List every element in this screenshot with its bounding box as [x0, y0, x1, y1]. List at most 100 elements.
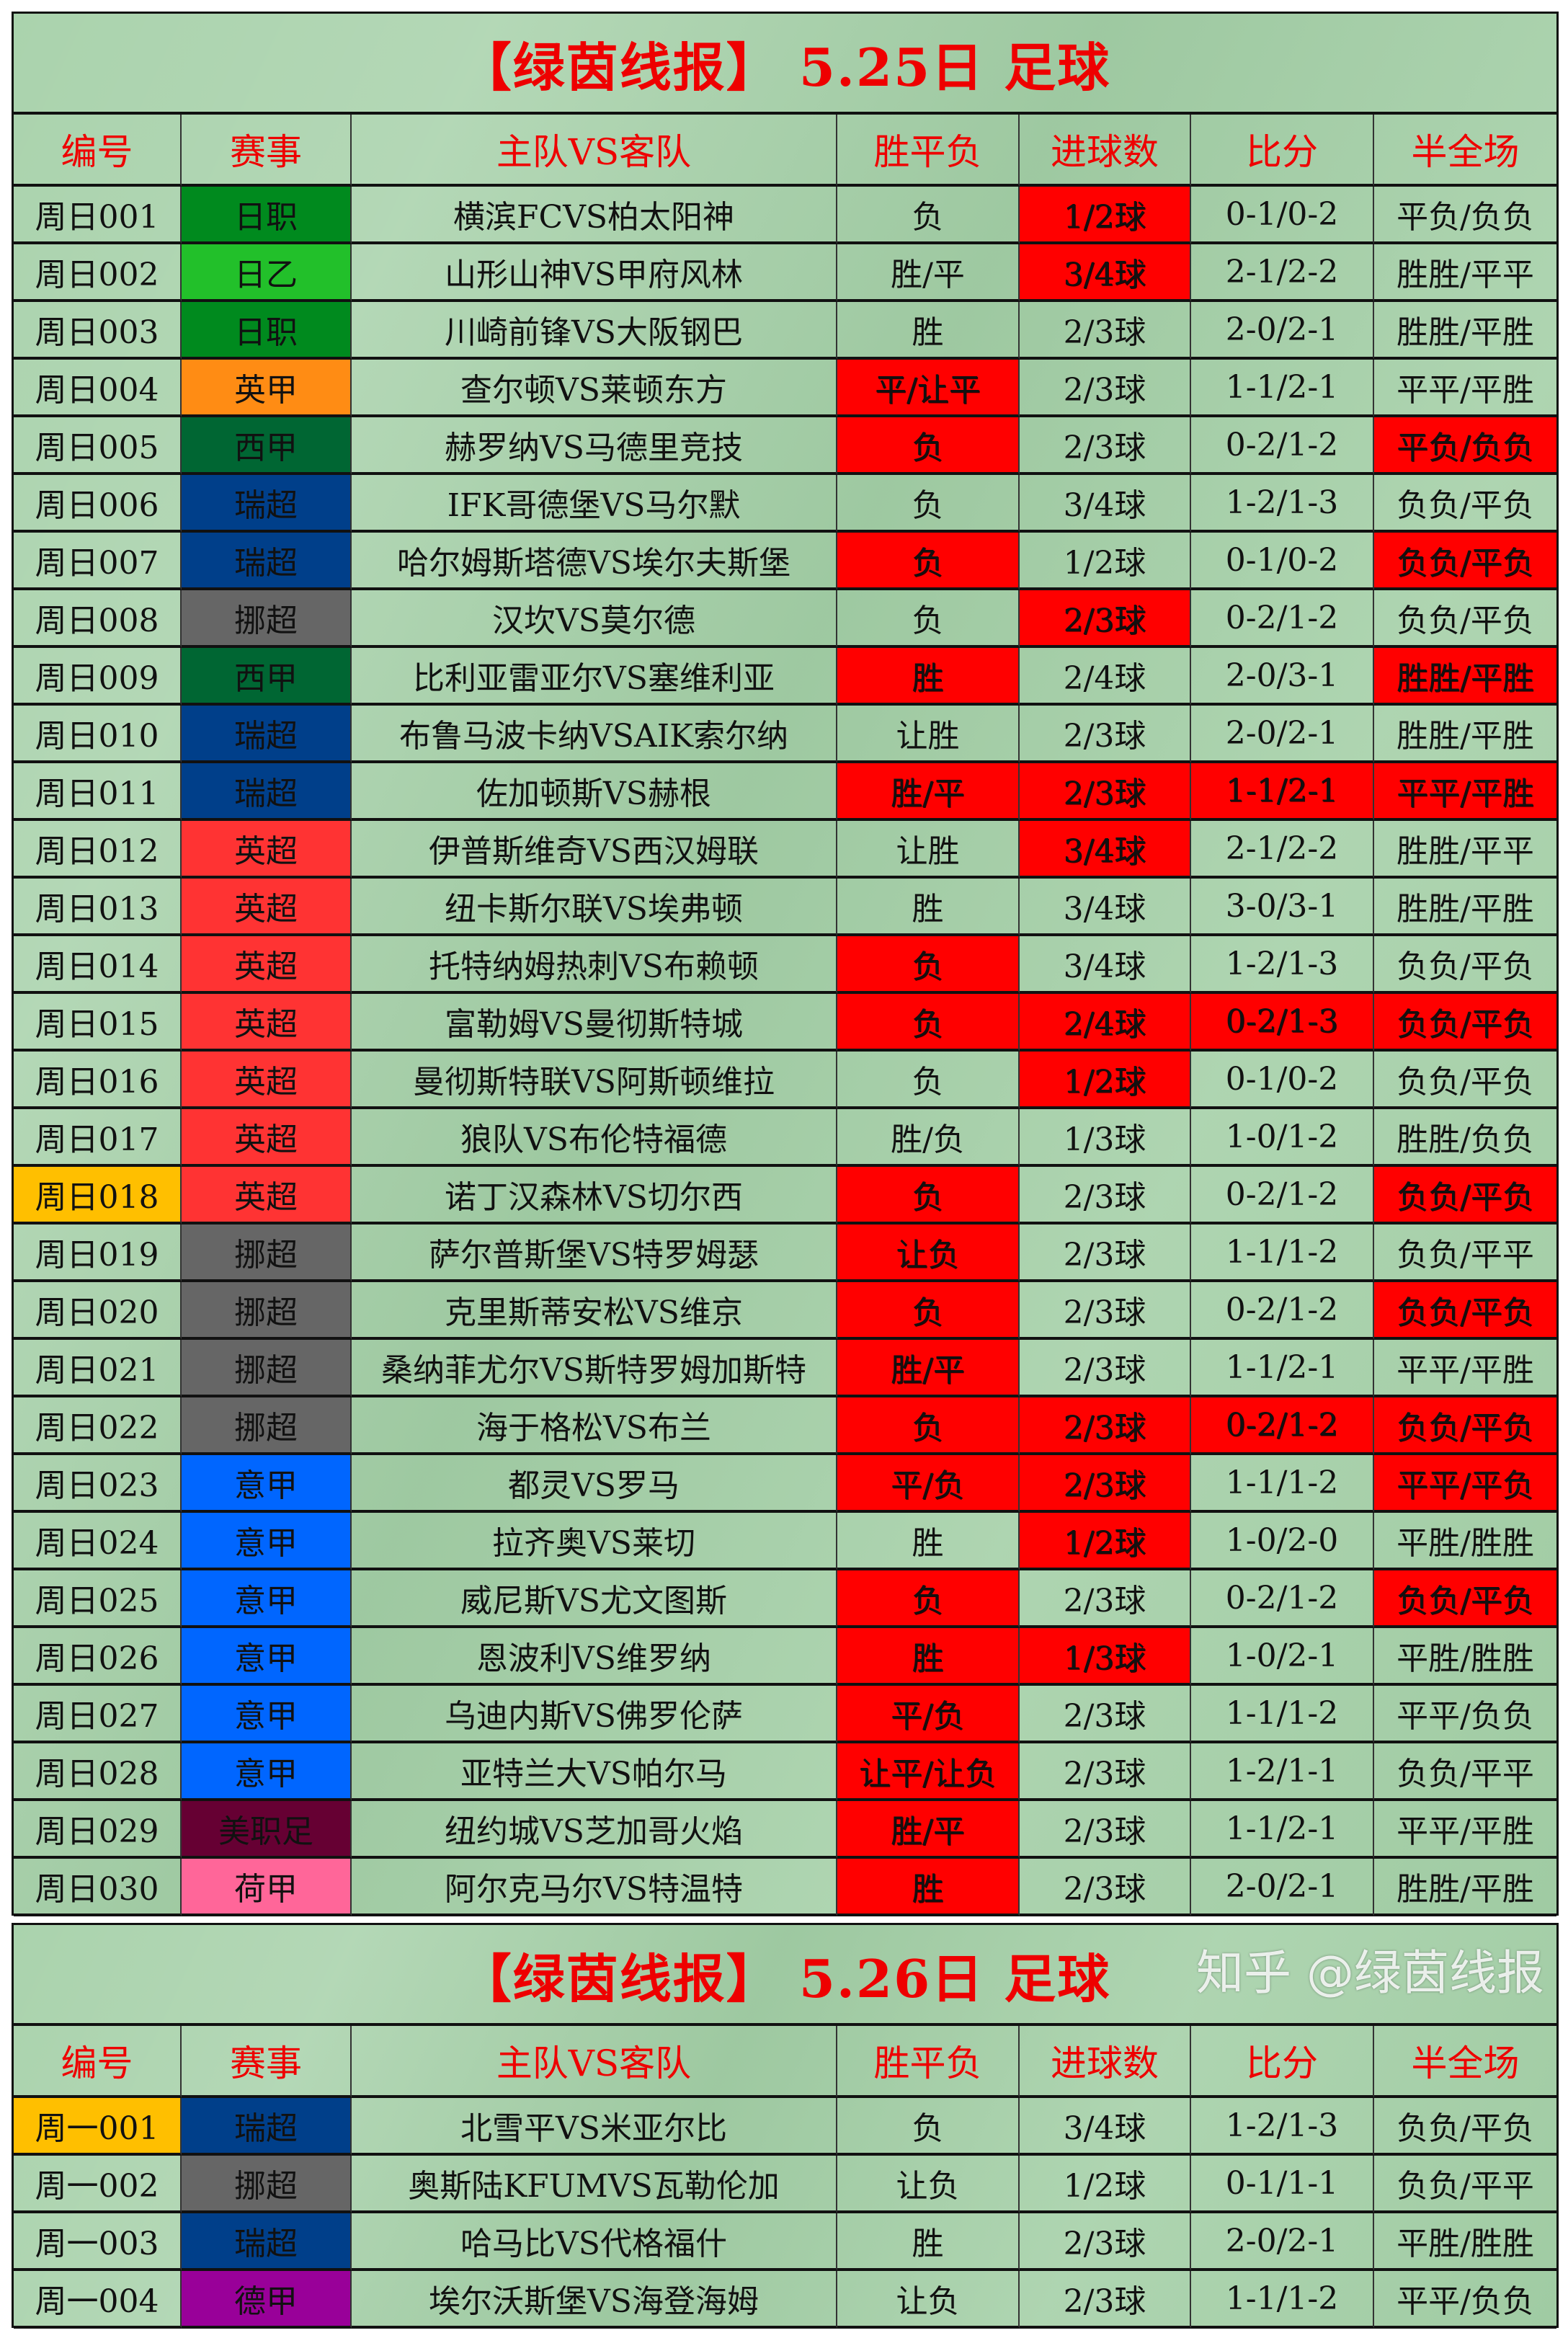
cell-goals: 2/3球: [1020, 1224, 1191, 1282]
header-league: 赛事: [182, 115, 352, 187]
table-body: 周日001 日职 横滨FCVS柏太阳神负 1/2球 0-1/0-2 平负/负负 周日002 日…: [14, 187, 1556, 1916]
cell-teams: 赫罗纳VS马德里竞技: [352, 417, 837, 475]
cell-goals: 3/4球: [1020, 244, 1191, 302]
cell-goals: 1/2球: [1020, 187, 1191, 244]
cell-goals: 1/3球: [1020, 1628, 1191, 1686]
table-body: 周一001 瑞超 北雪平VS米亚尔比负 3/4球 1-2/1-3 负负/平负 周一002 挪超…: [14, 2098, 1556, 2329]
cell-teams: 都灵VS罗马: [352, 1455, 837, 1513]
cell-goals: 2/3球: [1020, 1686, 1191, 1743]
cell-goals: 2/3球: [1020, 1801, 1191, 1859]
cell-result: 让负: [837, 2156, 1020, 2213]
cell-teams: 布鲁马波卡纳VSAIK索尔纳: [352, 706, 837, 763]
cell-half-full: 负负/平平: [1374, 2156, 1556, 2213]
cell-league: 日乙: [182, 244, 352, 302]
table-row: 周日001 日职 横滨FCVS柏太阳神负 1/2球 0-1/0-2 平负/负负: [14, 187, 1556, 244]
cell-half-full: 平平/平胜: [1374, 1801, 1556, 1859]
cell-result: 负: [837, 2098, 1020, 2156]
cell-match-id: 周日023: [14, 1455, 182, 1513]
cell-league: 挪超: [182, 1340, 352, 1397]
cell-score: 0-2/1-2: [1191, 1570, 1374, 1628]
cell-result: 胜/平: [837, 1340, 1020, 1397]
cell-result: 胜: [837, 302, 1020, 360]
header-goals: 进球数: [1020, 115, 1191, 187]
cell-result: 负: [837, 1570, 1020, 1628]
cell-score: 1-1/1-2: [1191, 2271, 1374, 2329]
cell-result: 平/负: [837, 1686, 1020, 1743]
cell-goals: 2/3球: [1020, 1282, 1191, 1340]
header-league: 赛事: [182, 2026, 352, 2098]
cell-match-id: 周日009: [14, 648, 182, 706]
cell-goals: 2/3球: [1020, 590, 1191, 648]
cell-league: 荷甲: [182, 1859, 352, 1916]
cell-result: 平/负: [837, 1455, 1020, 1513]
cell-score: 2-1/2-2: [1191, 821, 1374, 879]
header-half-full: 半全场: [1374, 2026, 1556, 2098]
header-result: 胜平负: [837, 2026, 1020, 2098]
cell-league: 西甲: [182, 648, 352, 706]
cell-match-id: 周日012: [14, 821, 182, 879]
cell-result: 让负: [837, 1224, 1020, 1282]
cell-teams: 萨尔普斯堡VS特罗姆瑟: [352, 1224, 837, 1282]
cell-half-full: 胜胜/负负: [1374, 1109, 1556, 1167]
cell-half-full: 平胜/胜胜: [1374, 2213, 1556, 2271]
header-half-full: 半全场: [1374, 115, 1556, 187]
cell-result: 胜: [837, 2213, 1020, 2271]
cell-match-id: 周日011: [14, 763, 182, 821]
header-match-id: 编号: [14, 2026, 182, 2098]
header-teams: 主队VS客队: [352, 2026, 837, 2098]
cell-goals: 1/3球: [1020, 1109, 1191, 1167]
table-header: 编号 赛事 主队VS客队 胜平负 进球数 比分 半全场: [14, 115, 1556, 187]
cell-half-full: 负负/平负: [1374, 475, 1556, 533]
table-row: 周一002 挪超 奥斯陆KFUMVS瓦勒伦加 让负 1/2球 0-1/1-1 负负/平平: [14, 2156, 1556, 2213]
cell-half-full: 胜胜/平平: [1374, 244, 1556, 302]
cell-half-full: 平平/平胜: [1374, 1340, 1556, 1397]
cell-teams: 阿尔克马尔VS特温特: [352, 1859, 837, 1916]
cell-match-id: 周日010: [14, 706, 182, 763]
header-score: 比分: [1191, 2026, 1374, 2098]
cell-half-full: 平胜/胜胜: [1374, 1513, 1556, 1570]
cell-result: 负: [837, 533, 1020, 590]
cell-score: 1-2/1-3: [1191, 2098, 1374, 2156]
cell-league: 英超: [182, 1167, 352, 1224]
cell-half-full: 平平/平胜: [1374, 360, 1556, 417]
cell-match-id: 周日004: [14, 360, 182, 417]
cell-half-full: 平负/负负: [1374, 417, 1556, 475]
cell-league: 德甲: [182, 2271, 352, 2329]
cell-teams: 纽卡斯尔联VS埃弗顿: [352, 879, 837, 936]
table-row: 周日015 英超 富勒姆VS曼彻斯特城负 2/4球 0-2/1-3 负负/平负: [14, 994, 1556, 1052]
cell-score: 0-2/1-2: [1191, 1397, 1374, 1455]
cell-score: 3-0/3-1: [1191, 879, 1374, 936]
cell-match-id: 周日028: [14, 1743, 182, 1801]
cell-result: 负: [837, 1282, 1020, 1340]
cell-score: 1-0/1-2: [1191, 1109, 1374, 1167]
cell-league: 英超: [182, 936, 352, 994]
cell-result: 负: [837, 1167, 1020, 1224]
cell-score: 2-0/2-1: [1191, 2213, 1374, 2271]
cell-score: 2-1/2-2: [1191, 244, 1374, 302]
cell-score: 1-1/1-2: [1191, 1455, 1374, 1513]
cell-goals: 2/4球: [1020, 994, 1191, 1052]
cell-goals: 1/2球: [1020, 1052, 1191, 1109]
header-result: 胜平负: [837, 115, 1020, 187]
cell-score: 1-2/1-3: [1191, 936, 1374, 994]
cell-half-full: 负负/平负: [1374, 590, 1556, 648]
header-goals: 进球数: [1020, 2026, 1191, 2098]
cell-goals: 2/4球: [1020, 648, 1191, 706]
cell-half-full: 负负/平负: [1374, 1052, 1556, 1109]
table-row: 周日025 意甲 威尼斯VS尤文图斯负 2/3球 0-2/1-2 负负/平负: [14, 1570, 1556, 1628]
cell-league: 瑞超: [182, 2213, 352, 2271]
cell-match-id: 周日008: [14, 590, 182, 648]
table-row: 周日016 英超 曼彻斯特联VS阿斯顿维拉负 1/2球 0-1/0-2 负负/平负: [14, 1052, 1556, 1109]
cell-match-id: 周日003: [14, 302, 182, 360]
cell-league: 意甲: [182, 1570, 352, 1628]
cell-half-full: 胜胜/平胜: [1374, 302, 1556, 360]
cell-teams: 埃尔沃斯堡VS海登海姆: [352, 2271, 837, 2329]
table-header: 编号 赛事 主队VS客队 胜平负 进球数 比分 半全场: [14, 2026, 1556, 2098]
cell-goals: 2/3球: [1020, 763, 1191, 821]
cell-teams: 海于格松VS布兰: [352, 1397, 837, 1455]
cell-result: 胜: [837, 648, 1020, 706]
cell-match-id: 周日015: [14, 994, 182, 1052]
cell-teams: 乌迪内斯VS佛罗伦萨: [352, 1686, 837, 1743]
cell-half-full: 负负/平平: [1374, 1224, 1556, 1282]
cell-teams: 拉齐奥VS莱切: [352, 1513, 837, 1570]
